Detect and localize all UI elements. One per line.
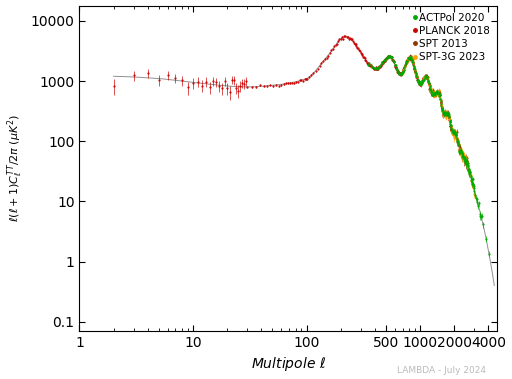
Text: LAMBDA - July 2024: LAMBDA - July 2024 [397,366,486,375]
Legend: ACTPol 2020, PLANCK 2018, SPT 2013, SPT-3G 2023: ACTPol 2020, PLANCK 2018, SPT 2013, SPT-… [411,11,492,64]
X-axis label: Multipole $\ell$: Multipole $\ell$ [251,356,326,373]
Y-axis label: $\ell(\ell+1)C_\ell^{TT}/2\pi$ ($\mu K^2$): $\ell(\ell+1)C_\ell^{TT}/2\pi$ ($\mu K^2… [6,114,25,222]
